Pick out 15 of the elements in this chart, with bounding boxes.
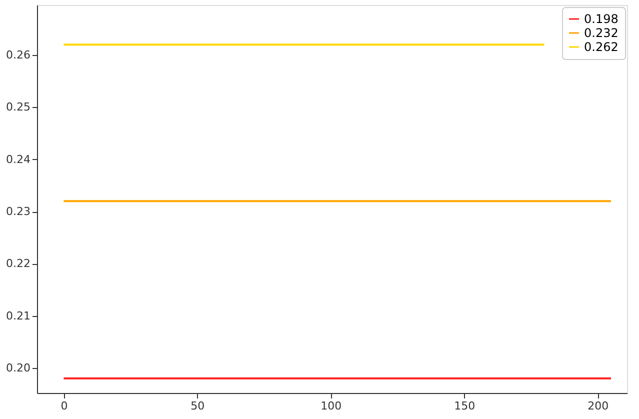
x-tick-label: 150 bbox=[454, 400, 476, 412]
x-tick-label: 100 bbox=[320, 400, 342, 412]
y-tick-label: 0.26 bbox=[6, 48, 30, 62]
y-tick-label: 0.21 bbox=[6, 309, 30, 322]
y-tick-label: 0.23 bbox=[6, 205, 30, 218]
legend-label: 0.232 bbox=[584, 26, 618, 40]
legend-label: 0.262 bbox=[584, 40, 618, 54]
y-tick-label: 0.20 bbox=[6, 361, 30, 374]
legend-label: 0.198 bbox=[584, 12, 618, 26]
x-tick-label: 50 bbox=[190, 400, 205, 412]
x-tick-label: 200 bbox=[588, 400, 609, 412]
y-tick-label: 0.25 bbox=[6, 100, 30, 114]
x-tick-label: 0 bbox=[60, 400, 68, 412]
y-tick-label: 0.24 bbox=[6, 152, 30, 166]
y-tick-label: 0.22 bbox=[6, 257, 30, 270]
